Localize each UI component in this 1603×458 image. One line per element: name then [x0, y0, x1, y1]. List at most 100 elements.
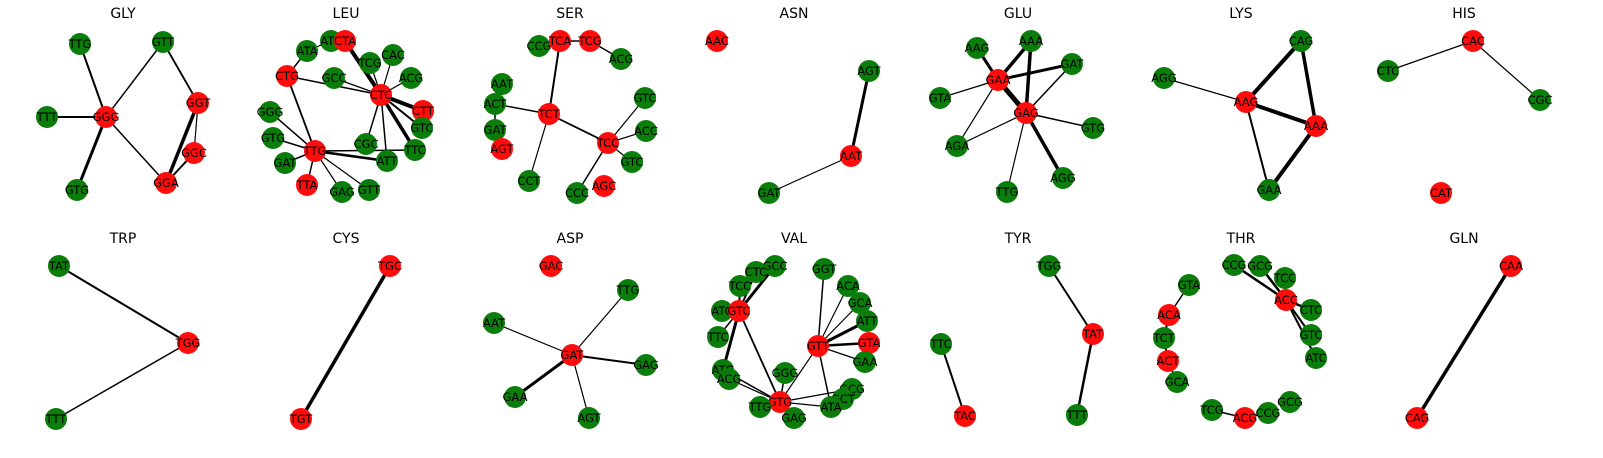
- panel-his: HIS CAC CTC CGC CAT: [1377, 6, 1552, 204]
- node-label: TAT: [1082, 327, 1104, 341]
- node-label: GAG: [1013, 106, 1039, 120]
- node-label: GTC: [634, 91, 657, 105]
- node: [728, 300, 750, 322]
- node: [854, 351, 876, 373]
- node: [183, 142, 205, 164]
- edge: [299, 265, 392, 420]
- node: [807, 335, 829, 357]
- edge: [1024, 112, 1065, 179]
- node-label: GCC: [322, 71, 347, 85]
- node-label: GAT: [484, 123, 508, 137]
- node-label: CTC: [1377, 64, 1399, 78]
- edge: [1472, 40, 1541, 101]
- node-label: AGT: [857, 64, 881, 78]
- node-label: AAA: [1019, 34, 1043, 48]
- node-label: GCA: [1165, 375, 1190, 389]
- node-label: TCC: [728, 279, 751, 293]
- node-label: GTC: [621, 155, 644, 169]
- node-label: TGC: [377, 259, 402, 273]
- edge: [738, 310, 781, 403]
- node-label: AAG: [1234, 95, 1259, 109]
- node-label: GGG: [772, 366, 799, 380]
- node: [36, 106, 58, 128]
- edge: [514, 353, 573, 399]
- node-label: GTG: [768, 395, 792, 409]
- node: [1223, 254, 1245, 276]
- node: [1300, 299, 1322, 321]
- node-label: AGT: [577, 411, 601, 425]
- node: [304, 140, 326, 162]
- node-label: AGT: [490, 142, 514, 156]
- node-label: GAA: [986, 73, 1011, 87]
- edge: [1299, 40, 1318, 127]
- node: [745, 261, 767, 283]
- node: [610, 48, 632, 70]
- node-label: TTG: [995, 185, 1019, 199]
- panel-title: THR: [1226, 231, 1256, 247]
- node: [813, 258, 835, 280]
- node-label: ACG: [1233, 411, 1258, 425]
- node: [578, 407, 600, 429]
- node-label: AAG: [965, 41, 990, 55]
- node: [518, 170, 540, 192]
- node-label: CAT: [1430, 186, 1453, 200]
- node-label: GAA: [503, 390, 528, 404]
- node: [840, 145, 862, 167]
- node-label: GCA: [848, 296, 873, 310]
- node: [1066, 404, 1088, 426]
- node: [382, 44, 404, 66]
- node: [484, 93, 506, 115]
- node-label: GTG: [65, 183, 89, 197]
- node-label: CTA: [334, 34, 356, 48]
- node: [152, 31, 174, 53]
- node: [95, 106, 117, 128]
- edge: [940, 343, 966, 417]
- node-label: GGA: [153, 176, 179, 190]
- node: [379, 255, 401, 277]
- node: [358, 179, 380, 201]
- panel-title: LYS: [1229, 6, 1252, 22]
- node: [1462, 30, 1484, 52]
- node: [769, 391, 791, 413]
- node: [274, 152, 296, 174]
- node-label: ACC: [1274, 293, 1298, 307]
- node: [1153, 67, 1175, 89]
- node-label: GGT: [186, 96, 211, 110]
- panel-glu: GLU AAG AAA GAT GAA GTA GAG GTG AGA AGG TTG: [929, 6, 1105, 203]
- node: [1153, 327, 1175, 349]
- node-label: GAT: [274, 156, 298, 170]
- node: [276, 65, 298, 87]
- node: [1235, 91, 1257, 113]
- node-label: TTC: [706, 330, 728, 344]
- node-label: AGG: [1050, 171, 1076, 185]
- node-label: GAG: [329, 185, 355, 199]
- node-label: TCG: [357, 56, 381, 70]
- node-label: GAG: [633, 358, 659, 372]
- node: [290, 408, 312, 430]
- node-label: TTT: [1066, 408, 1089, 422]
- node-label: TTC: [403, 143, 425, 157]
- node: [331, 181, 353, 203]
- node-label: GTT: [152, 35, 175, 49]
- panel-title: ASN: [780, 6, 809, 22]
- node-label: TTT: [36, 110, 59, 124]
- panel-title: GLY: [110, 6, 136, 22]
- edge: [768, 155, 852, 194]
- edge: [55, 342, 189, 420]
- edge: [75, 116, 108, 191]
- node-label: TGG: [1036, 259, 1062, 273]
- node-label: ATT: [377, 154, 399, 168]
- node: [749, 396, 771, 418]
- node-label: ACT: [1157, 354, 1181, 368]
- node-label: ACG: [717, 372, 742, 386]
- node: [1061, 53, 1083, 75]
- node-label: CTC: [1300, 303, 1322, 317]
- node: [1300, 324, 1322, 346]
- node-label: AAC: [705, 34, 729, 48]
- node-label: GAT: [1061, 57, 1085, 71]
- node-label: ATT: [857, 314, 879, 328]
- node: [259, 101, 281, 123]
- node-label: AGC: [592, 179, 617, 193]
